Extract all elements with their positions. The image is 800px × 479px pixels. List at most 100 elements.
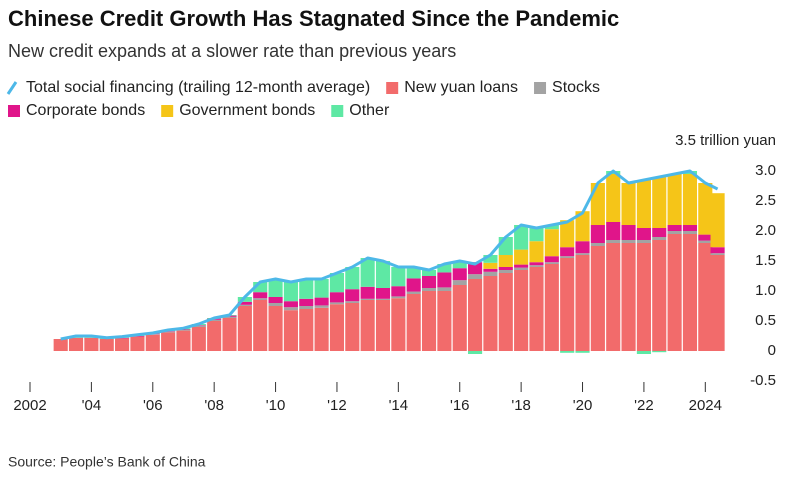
bar-segment — [207, 319, 222, 321]
bar-segment — [299, 309, 314, 351]
bar-segment — [299, 279, 314, 299]
bar-segment — [575, 351, 590, 353]
bar-segment — [329, 292, 345, 303]
bar-segment — [283, 282, 298, 302]
bar-segment — [222, 316, 237, 318]
y-tick-label: 2.5 — [755, 192, 776, 209]
x-tick-label: '20 — [573, 397, 593, 414]
bar-segment — [421, 276, 437, 288]
bar-segment — [253, 300, 268, 351]
bar-segment — [682, 234, 698, 351]
bar-segment — [345, 289, 360, 302]
bar-segment — [84, 337, 99, 351]
bar-segment — [421, 291, 437, 351]
bar-segment — [329, 273, 345, 293]
bar-segment — [375, 288, 391, 299]
bar-segment — [652, 177, 667, 228]
x-tick-label: 2002 — [13, 397, 46, 414]
bar-segment — [421, 270, 437, 276]
bar-segment — [529, 267, 544, 351]
bar-segment — [698, 183, 713, 235]
bar-segment — [544, 229, 559, 257]
bar-segment — [406, 291, 421, 294]
bar-segment — [560, 220, 575, 248]
bar-segment — [621, 240, 636, 243]
bar-segment — [191, 325, 206, 327]
bar-segment — [268, 279, 283, 297]
bar-segment — [437, 291, 452, 351]
bar-segment — [529, 228, 544, 242]
legend-label: Stocks — [552, 79, 600, 96]
bar-segment — [636, 243, 651, 351]
bar-segment — [268, 303, 283, 306]
x-tick-label: '16 — [450, 397, 470, 414]
bar-segment — [468, 262, 483, 275]
legend-swatch — [386, 82, 399, 94]
bar-segment — [406, 294, 421, 351]
legend-label: Corporate bonds — [26, 102, 145, 119]
bar-segment — [207, 321, 222, 351]
bar-segment — [345, 267, 360, 290]
bar-segment — [237, 304, 252, 306]
bar-segment — [483, 262, 498, 269]
bar-segment — [544, 264, 559, 351]
bar-segment — [652, 240, 667, 351]
bar-segment — [391, 296, 406, 299]
bar-segment — [483, 271, 498, 276]
bar-segment — [145, 334, 160, 351]
legend-swatch — [8, 105, 20, 117]
legend-label: Total social financing (trailing 12-mont… — [26, 79, 370, 96]
bar-segment — [514, 264, 529, 268]
bar-segment — [560, 351, 575, 353]
x-tick-label: '22 — [634, 397, 654, 414]
bar-segment — [483, 268, 498, 272]
bar-segment — [529, 241, 544, 263]
y-tick-label: 3.0 — [755, 162, 776, 179]
bar-segment — [314, 297, 329, 306]
legend-label: Government bonds — [179, 102, 315, 119]
bar-segment — [710, 255, 725, 351]
bar-segment — [191, 327, 206, 351]
bar-segment — [498, 237, 513, 255]
bar-segment — [590, 225, 605, 243]
bar-segment — [698, 243, 713, 351]
bar-segment — [391, 298, 406, 351]
bar-segment — [483, 255, 498, 263]
bar-segment — [636, 240, 651, 243]
bar-segment — [437, 264, 452, 273]
bar-segment — [115, 338, 130, 351]
bar-segment — [590, 243, 605, 246]
bar-segment — [375, 300, 391, 351]
bar-segment — [360, 300, 375, 351]
bar-segment — [329, 302, 345, 305]
bar-segment — [682, 231, 698, 234]
bar-segment — [606, 243, 621, 351]
y-tick-label: 2.0 — [755, 222, 776, 239]
x-tick-label: '06 — [143, 397, 163, 414]
bar-segment — [299, 298, 314, 306]
bar-segment — [176, 330, 191, 351]
line — [60, 169, 719, 341]
y-tick-label: 1.0 — [755, 282, 776, 299]
bar-segment — [99, 339, 114, 351]
bar-segment — [406, 278, 421, 292]
bar-segment — [375, 298, 391, 300]
bar-segment — [437, 287, 452, 291]
x-tick-label: '12 — [327, 397, 347, 414]
bar-segment — [514, 267, 529, 270]
chart-subtitle: New credit expands at a slower rate than… — [8, 41, 456, 61]
bar-segment — [667, 231, 682, 234]
bar-segment — [452, 285, 467, 351]
bar-segment — [283, 310, 298, 351]
bar-segment — [314, 307, 329, 351]
legend-swatch — [331, 105, 344, 117]
bar-segment — [283, 301, 298, 308]
bar-segment — [529, 265, 544, 267]
bar-segment — [283, 307, 298, 311]
bar-segment — [237, 306, 252, 351]
bar-segment — [560, 247, 575, 257]
legend-swatch — [534, 82, 547, 94]
y-tick-label: -0.5 — [750, 372, 776, 389]
bar-segment — [391, 286, 406, 297]
chart-title: Chinese Credit Growth Has Stagnated Sinc… — [8, 6, 619, 31]
